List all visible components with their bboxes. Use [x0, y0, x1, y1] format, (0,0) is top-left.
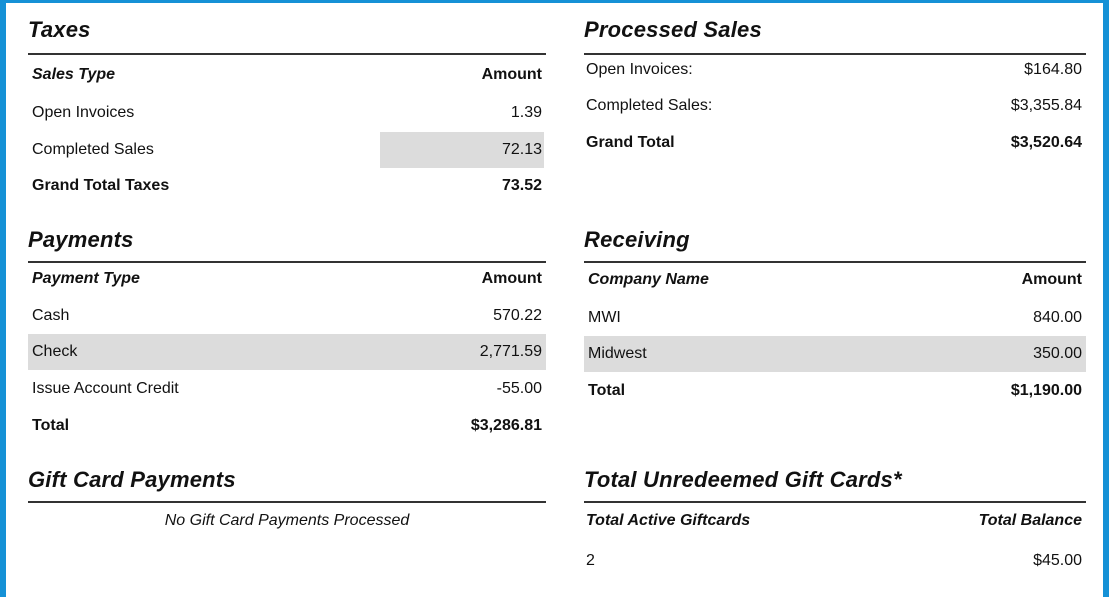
taxes-title: Taxes [28, 17, 91, 42]
taxes-row-amount: 72.13 [380, 132, 544, 168]
receiving-row-label: MWI [588, 309, 621, 326]
taxes-row-label: Open Invoices [32, 104, 135, 121]
receiving-header-label: Company Name [588, 271, 709, 288]
receiving-total-row: Total $1,190.00 [584, 373, 1086, 409]
table-row: Midwest 350.00 [584, 336, 1086, 372]
window-frame-left [0, 0, 6, 597]
receiving-section: Receiving Company Name Amount MWI 840.00… [584, 227, 1086, 417]
unredeemed-gift-cards-divider [584, 501, 1086, 503]
taxes-row-label: Completed Sales [32, 141, 154, 158]
processed-sales-total-amount: $3,520.64 [1010, 134, 1082, 151]
receiving-row-label: Midwest [588, 345, 647, 362]
table-row: Cash 570.22 [28, 298, 546, 334]
taxes-total-label: Grand Total Taxes [32, 177, 170, 194]
processed-sales-row-label: Completed Sales: [586, 97, 713, 114]
unredeemed-row-label: 2 [586, 552, 595, 569]
processed-sales-section: Processed Sales Open Invoices: $164.80 C… [584, 17, 1086, 167]
gift-card-payments-title: Gift Card Payments [28, 467, 236, 492]
receiving-row-amount: 350.00 [1033, 345, 1082, 362]
taxes-header-row: Sales Type Amount [28, 57, 546, 93]
taxes-row-amount: 1.39 [510, 104, 542, 121]
table-row: Open Invoices 1.39 [28, 95, 546, 131]
unredeemed-header-amount: Total Balance [978, 512, 1082, 529]
receiving-total-amount: $1,190.00 [1010, 382, 1082, 399]
payments-header-label: Payment Type [32, 270, 140, 287]
receiving-header-row: Company Name Amount [584, 262, 1086, 298]
payments-row-amount: -55.00 [496, 380, 542, 397]
payments-header-amount: Amount [481, 270, 542, 287]
receiving-total-label: Total [588, 382, 626, 399]
payments-header-row: Payment Type Amount [28, 261, 546, 297]
unredeemed-header-row: Total Active Giftcards Total Balance [584, 503, 1086, 539]
taxes-divider [28, 53, 546, 55]
gift-card-payments-section: Gift Card Payments No Gift Card Payments… [28, 467, 546, 547]
receiving-row-amount: 840.00 [1033, 309, 1082, 326]
payments-row-label: Cash [32, 307, 70, 324]
payments-row-label: Issue Account Credit [32, 380, 179, 397]
table-row: 2 $45.00 [584, 543, 1086, 579]
payments-section: Payments Payment Type Amount Cash 570.22… [28, 227, 546, 447]
unredeemed-gift-cards-section: Total Unredeemed Gift Cards* Total Activ… [584, 467, 1086, 587]
gift-card-payments-note: No Gift Card Payments Processed [164, 512, 410, 529]
table-row: Completed Sales 72.13 [28, 132, 546, 168]
taxes-header-amount: Amount [481, 66, 542, 83]
table-row: Check 2,771.59 [28, 334, 546, 370]
taxes-total-row: Grand Total Taxes 73.52 [28, 168, 546, 204]
payments-total-row: Total $3,286.81 [28, 408, 546, 444]
processed-sales-divider [584, 53, 1086, 55]
table-row: Completed Sales: $3,355.84 [584, 88, 1086, 124]
window-frame-right [1103, 0, 1109, 597]
processed-sales-row-amount: $164.80 [1024, 61, 1082, 78]
payments-total-label: Total [32, 417, 70, 434]
gift-card-payments-divider [28, 501, 546, 503]
table-row: MWI 840.00 [584, 300, 1086, 336]
unredeemed-gift-cards-title: Total Unredeemed Gift Cards* [584, 467, 902, 492]
table-row: Open Invoices: $164.80 [584, 52, 1086, 88]
processed-sales-total-row: Grand Total $3,520.64 [584, 125, 1086, 161]
payments-divider [28, 261, 546, 263]
taxes-total-amount: 73.52 [501, 177, 542, 194]
window-frame-top [0, 0, 1109, 3]
receiving-header-amount: Amount [1021, 271, 1082, 288]
unredeemed-header-label: Total Active Giftcards [586, 512, 751, 529]
payments-row-amount: 2,771.59 [479, 343, 542, 360]
processed-sales-title: Processed Sales [584, 17, 762, 42]
taxes-header-label: Sales Type [32, 66, 116, 83]
processed-sales-row-amount: $3,355.84 [1010, 97, 1082, 114]
payments-title: Payments [28, 227, 134, 252]
taxes-section: Taxes Sales Type Amount Open Invoices 1.… [28, 17, 546, 202]
table-row: Issue Account Credit -55.00 [28, 371, 546, 407]
receiving-title: Receiving [584, 227, 690, 252]
unredeemed-row-amount: $45.00 [1033, 552, 1082, 569]
payments-row-amount: 570.22 [493, 307, 542, 324]
processed-sales-row-label: Open Invoices: [586, 61, 693, 78]
payments-row-label: Check [32, 343, 78, 360]
receiving-divider [584, 261, 1086, 263]
payments-total-amount: $3,286.81 [470, 417, 542, 434]
processed-sales-total-label: Grand Total [586, 134, 675, 151]
